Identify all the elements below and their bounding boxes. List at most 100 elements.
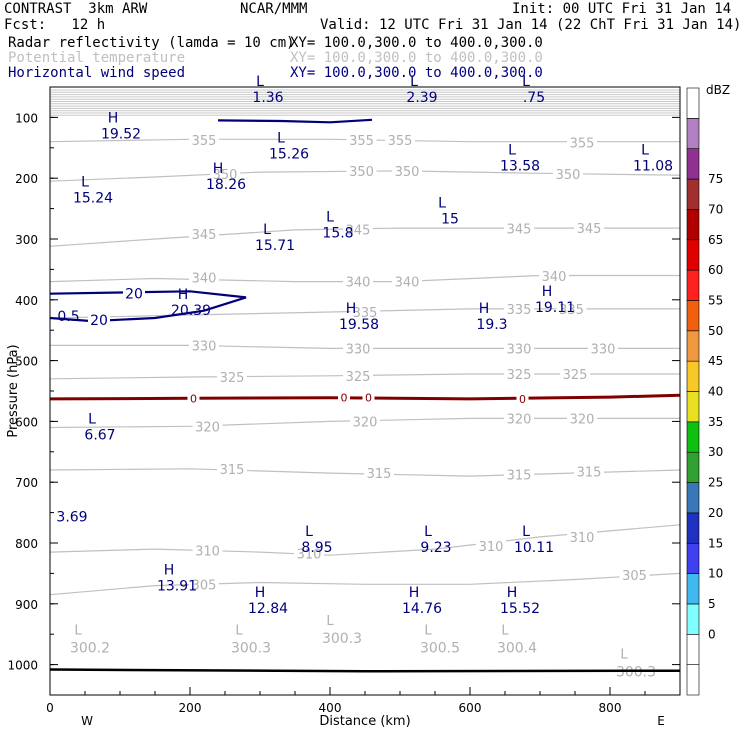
wind-extremum-value: 15.52	[500, 601, 540, 617]
theta-contour-320	[49, 417, 680, 429]
colorbar-level-label: 35	[708, 415, 723, 429]
init-time: Init: 00 UTC Fri 31 Jan 14	[512, 1, 732, 17]
theta-label-bg	[385, 132, 415, 146]
theta-label-bg	[189, 270, 219, 284]
colorbar-swatch	[686, 118, 700, 149]
theta-contour-355	[49, 138, 680, 143]
theta-contour-label: 320	[353, 415, 378, 430]
theta-contour-325	[49, 373, 680, 380]
y-tick-label: 400	[15, 294, 38, 308]
wind-extremum-value: 19.58	[339, 317, 379, 333]
theta-label-bg	[504, 411, 534, 425]
field-wind-name: Horizontal wind speed	[8, 65, 186, 81]
colorbar-level-label: 30	[708, 445, 723, 459]
valid-time: Valid: 12 UTC Fri 31 Jan 14 (22 ChT Fri …	[320, 17, 740, 33]
theta-contour-label: 315	[507, 468, 532, 483]
colorbar-level-label: 55	[708, 293, 723, 307]
colorbar-swatch	[686, 482, 700, 514]
wind-extremum-value: 13.91	[157, 578, 197, 594]
wind-extremum-marker: L	[81, 174, 89, 190]
freezing-label-bg	[516, 393, 529, 404]
theta-label-bg	[217, 461, 247, 475]
theta-contour-label: 330	[346, 342, 371, 357]
wind-extremum-marker: L	[424, 524, 432, 540]
wind-extremum-value: 0.5	[57, 309, 79, 325]
theta-contour-label: 355	[570, 136, 595, 151]
freezing-level-label: 0	[365, 392, 372, 405]
wind-extremum-marker: L	[438, 196, 446, 212]
y-tick-label: 100	[15, 111, 38, 125]
colorbar-swatch	[686, 542, 700, 574]
colorbar-level-label: 5	[708, 597, 716, 611]
colorbar-level-label: 70	[708, 202, 723, 216]
theta-label-bg	[217, 370, 247, 384]
wind-extremum-marker: L	[256, 74, 264, 90]
wind-extremum-value: 20.39	[171, 303, 211, 319]
wind-extremum-marker: H	[542, 284, 553, 300]
wind-extremum-marker: H	[164, 562, 175, 578]
theta-label-bg	[294, 546, 324, 560]
terrain-surface-line	[49, 668, 681, 673]
wind-extremum-marker: L	[522, 74, 530, 90]
theta-label-bg	[504, 221, 534, 235]
theta-contour-label: 350	[349, 165, 374, 180]
x-axis-title: Distance (km)	[319, 714, 410, 729]
wind-extremum-marker: H	[178, 287, 189, 303]
wind-extremum-marker: L	[508, 143, 516, 159]
theta-contour-label: 315	[577, 465, 602, 480]
wind-extremum-value: 15.8	[322, 226, 353, 242]
wind-extremum-value: 12.84	[248, 601, 288, 617]
colorbar-level-label: 65	[708, 233, 723, 247]
wind-extremum-value: 15.71	[255, 238, 295, 254]
y-tick-label: 500	[15, 355, 38, 369]
theta-label-bg	[556, 301, 587, 315]
x-end-label-west: W	[81, 714, 93, 728]
colorbar-swatch	[686, 300, 700, 332]
field-theta-xy: XY= 100.0,300.0 to 400.0,300.0	[290, 50, 543, 66]
wind-extremum-value: 19.52	[101, 127, 141, 143]
theta-extremum-marker: L	[235, 623, 243, 638]
wind-label-bg	[88, 312, 110, 327]
theta-contour-label: 315	[367, 467, 392, 482]
wind-extremum-value: 2.39	[406, 90, 437, 106]
freezing-level-label: 0	[519, 393, 526, 406]
colorbar-swatch	[686, 209, 700, 241]
y-tick-label: 800	[15, 537, 38, 551]
wind-label-bg	[123, 286, 145, 301]
colorbar-level-label: 45	[708, 354, 723, 368]
theta-contour-label: 350	[213, 168, 238, 183]
theta-contour-label: 335	[559, 303, 584, 318]
theta-contour-label: 335	[353, 306, 378, 321]
org-label: NCAR/MMM	[240, 1, 308, 17]
freezing-level-line	[49, 393, 681, 401]
colorbar-swatch	[686, 360, 700, 392]
wind-extremum-marker: L	[277, 131, 285, 147]
theta-label-bg	[504, 341, 534, 355]
theta-label-bg	[560, 366, 590, 380]
theta-contour-label: 325	[220, 371, 245, 386]
wind-extremum-marker: L	[522, 524, 530, 540]
theta-label-bg	[553, 166, 583, 180]
theta-contour-label: 345	[346, 223, 371, 238]
theta-label-bg	[192, 543, 223, 557]
theta-label-bg	[350, 304, 380, 318]
field-reflectivity-name: Radar reflectivity (lamda = 10 cm)	[8, 35, 295, 51]
theta-contour-label: 345	[577, 222, 602, 237]
wind-extremum-value: 19.11	[535, 300, 575, 316]
theta-contour-label: 305	[622, 569, 647, 584]
theta-contour-label: 355	[388, 134, 413, 149]
theta-contour-label: 310	[479, 540, 504, 555]
theta-contour-label: 350	[556, 168, 581, 183]
colorbar-level-label: 15	[708, 536, 723, 550]
field-wind-xy: XY= 100.0,300.0 to 400.0,300.0	[290, 65, 543, 81]
wind-extremum-value: 19.3	[476, 317, 507, 333]
wind-extremum-marker: L	[263, 222, 271, 238]
freezing-level-label: 0	[190, 392, 197, 405]
y-tick-label: 900	[15, 598, 38, 612]
wind-extremum-value: 14.76	[402, 601, 442, 617]
x-end-label-east: E	[657, 714, 665, 728]
wind-extremum-value: 15	[441, 212, 459, 228]
colorbar-swatch	[686, 573, 700, 605]
theta-contour-label: 320	[195, 420, 220, 435]
forecast-hour: Fcst: 12 h	[4, 17, 106, 33]
